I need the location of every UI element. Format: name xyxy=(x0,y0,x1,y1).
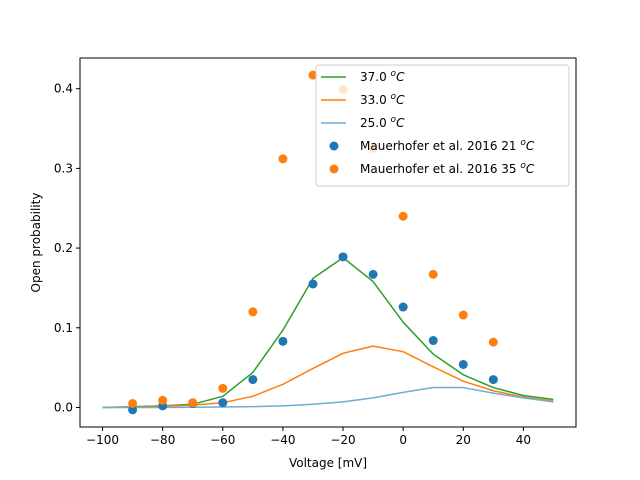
scatter-point-4 xyxy=(248,307,258,317)
scatter-point-4 xyxy=(488,337,498,347)
y-tick-label: 0.4 xyxy=(54,82,73,96)
scatter-point-3 xyxy=(218,398,228,408)
x-tick-label: −100 xyxy=(86,433,119,447)
legend-entry-text: 33.0 xyxy=(360,93,391,107)
x-axis-label: Voltage [mV] xyxy=(289,456,367,470)
x-tick-label: −60 xyxy=(210,433,235,447)
x-tick-label: 20 xyxy=(456,433,471,447)
y-tick-label: 0.3 xyxy=(54,161,73,175)
series-layer xyxy=(102,70,554,415)
scatter-point-3 xyxy=(488,375,498,385)
scatter-point-4 xyxy=(218,383,228,393)
scatter-point-4 xyxy=(398,211,408,221)
scatter-point-4 xyxy=(428,269,438,279)
legend-entry-unit: C xyxy=(396,116,405,130)
legend-entry-label: 25.0 oC xyxy=(360,115,405,130)
legend-marker-swatch xyxy=(329,164,339,174)
scatter-point-3 xyxy=(428,336,438,346)
scatter-point-4 xyxy=(128,398,138,408)
scatter-point-4 xyxy=(158,395,168,405)
legend-entry-degree: o xyxy=(391,69,397,79)
legend-entry-degree: o xyxy=(520,138,526,148)
legend-entry-degree: o xyxy=(391,92,397,102)
x-axis: −100 −80 −60 −40 −20 0 20 40 xyxy=(86,427,531,447)
scatter-point-4 xyxy=(188,398,198,408)
legend-entry-label: 37.0 oC xyxy=(360,69,405,84)
legend-entry-text: 37.0 xyxy=(360,70,391,84)
legend-entry-unit: C xyxy=(526,162,535,176)
legend-entry-label: Mauerhofer et al. 2016 35 oC xyxy=(360,161,535,176)
y-tick-label: 0.0 xyxy=(54,400,73,414)
scatter-point-3 xyxy=(338,252,348,262)
legend-box xyxy=(315,64,570,187)
scatter-point-4 xyxy=(458,310,468,320)
y-axis-label: Open probability xyxy=(29,193,43,293)
scatter-point-4 xyxy=(278,154,288,164)
scatter-point-3 xyxy=(248,375,258,385)
x-tick-label: 0 xyxy=(399,433,407,447)
x-tick-label: −20 xyxy=(330,433,355,447)
legend-entry-degree: o xyxy=(391,115,397,125)
scatter-point-4 xyxy=(308,70,318,80)
scatter-point-3 xyxy=(458,359,468,369)
legend-entry-text: Mauerhofer et al. 2016 21 xyxy=(360,139,520,153)
scatter-point-3 xyxy=(308,279,318,289)
y-tick-label: 0.1 xyxy=(54,321,73,335)
legend-entry-unit: C xyxy=(396,70,405,84)
legend-entry-unit: C xyxy=(526,139,535,153)
x-tick-label: 40 xyxy=(516,433,531,447)
scatter-point-3 xyxy=(128,405,138,415)
legend-entry-text: 25.0 xyxy=(360,116,391,130)
x-tick-label: −80 xyxy=(150,433,175,447)
series-line-1 xyxy=(102,345,554,409)
legend-entry-text: Mauerhofer et al. 2016 35 xyxy=(360,162,520,176)
series-line-2 xyxy=(102,386,554,409)
scatter-point-3 xyxy=(278,336,288,346)
legend-marker-swatch xyxy=(329,141,339,151)
legend-entry-label: 33.0 oC xyxy=(360,92,405,107)
plot-frame xyxy=(79,57,577,428)
y-tick-label: 0.2 xyxy=(54,241,73,255)
legend-entry-unit: C xyxy=(396,93,405,107)
y-axis: 0.0 0.1 0.2 0.3 0.4 xyxy=(54,82,80,414)
scatter-point-3 xyxy=(368,269,378,279)
scatter-point-3 xyxy=(398,302,408,312)
legend-entry-label: Mauerhofer et al. 2016 21 oC xyxy=(360,138,535,153)
legend-entry-degree: o xyxy=(520,161,526,171)
x-tick-label: −40 xyxy=(270,433,295,447)
